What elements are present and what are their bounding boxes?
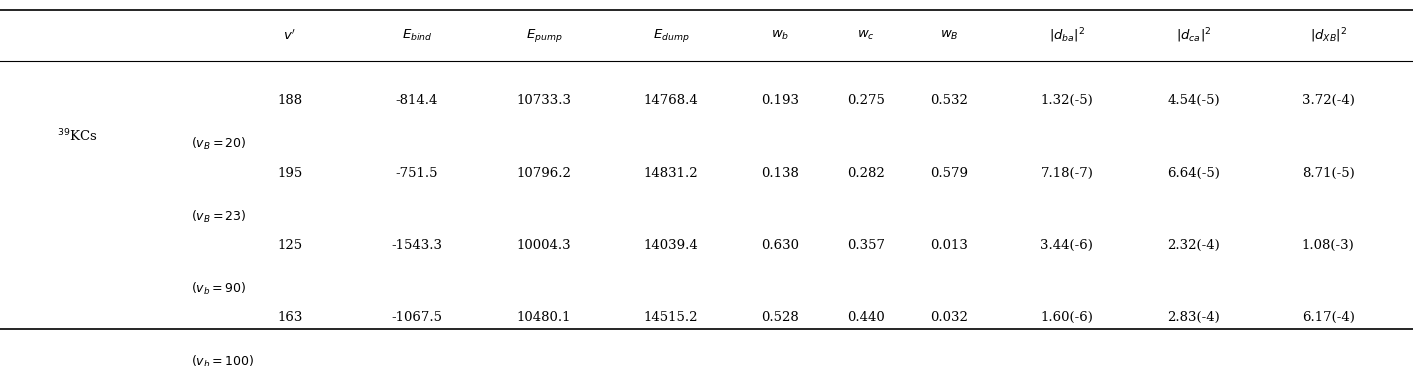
Text: 1.08(-3): 1.08(-3) bbox=[1301, 239, 1355, 252]
Text: 0.357: 0.357 bbox=[848, 239, 885, 252]
Text: 0.138: 0.138 bbox=[762, 167, 798, 180]
Text: $|d_{ba}|^2$: $|d_{ba}|^2$ bbox=[1048, 26, 1085, 45]
Text: 3.72(-4): 3.72(-4) bbox=[1301, 94, 1355, 107]
Text: $(v_b = 90)$: $(v_b = 90)$ bbox=[191, 281, 246, 298]
Text: 6.64(-5): 6.64(-5) bbox=[1167, 167, 1221, 180]
Text: $E_{dump}$: $E_{dump}$ bbox=[653, 27, 690, 44]
Text: 1.60(-6): 1.60(-6) bbox=[1040, 311, 1094, 324]
Text: -814.4: -814.4 bbox=[396, 94, 438, 107]
Text: 10480.1: 10480.1 bbox=[517, 311, 571, 324]
Text: $|d_{ca}|^2$: $|d_{ca}|^2$ bbox=[1176, 26, 1212, 45]
Text: 125: 125 bbox=[277, 239, 302, 252]
Text: $(v_B = 20)$: $(v_B = 20)$ bbox=[191, 136, 246, 152]
Text: -751.5: -751.5 bbox=[396, 167, 438, 180]
Text: 0.032: 0.032 bbox=[931, 311, 968, 324]
Text: 14831.2: 14831.2 bbox=[644, 167, 698, 180]
Text: $w_B$: $w_B$ bbox=[940, 29, 959, 42]
Text: 10733.3: 10733.3 bbox=[517, 94, 571, 107]
Text: 0.532: 0.532 bbox=[931, 94, 968, 107]
Text: 10796.2: 10796.2 bbox=[517, 167, 571, 180]
Text: $w_c$: $w_c$ bbox=[858, 29, 875, 42]
Text: 0.282: 0.282 bbox=[848, 167, 885, 180]
Text: 14515.2: 14515.2 bbox=[644, 311, 698, 324]
Text: 0.275: 0.275 bbox=[848, 94, 885, 107]
Text: 14768.4: 14768.4 bbox=[644, 94, 698, 107]
Text: 1.32(-5): 1.32(-5) bbox=[1040, 94, 1094, 107]
Text: 2.32(-4): 2.32(-4) bbox=[1167, 239, 1221, 252]
Text: $(v_b = 100)$: $(v_b = 100)$ bbox=[191, 354, 254, 366]
Text: 0.193: 0.193 bbox=[762, 94, 798, 107]
Text: 0.440: 0.440 bbox=[848, 311, 885, 324]
Text: $E_{pump}$: $E_{pump}$ bbox=[526, 27, 562, 44]
Text: 195: 195 bbox=[277, 167, 302, 180]
Text: 3.44(-6): 3.44(-6) bbox=[1040, 239, 1094, 252]
Text: 0.579: 0.579 bbox=[931, 167, 968, 180]
Text: 163: 163 bbox=[277, 311, 302, 324]
Text: 6.17(-4): 6.17(-4) bbox=[1301, 311, 1355, 324]
Text: 10004.3: 10004.3 bbox=[517, 239, 571, 252]
Text: 0.630: 0.630 bbox=[762, 239, 798, 252]
Text: -1067.5: -1067.5 bbox=[391, 311, 442, 324]
Text: 8.71(-5): 8.71(-5) bbox=[1301, 167, 1355, 180]
Text: -1543.3: -1543.3 bbox=[391, 239, 442, 252]
Text: 7.18(-7): 7.18(-7) bbox=[1040, 167, 1094, 180]
Text: $|d_{XB}|^2$: $|d_{XB}|^2$ bbox=[1310, 26, 1347, 45]
Text: $^{39}$KCs: $^{39}$KCs bbox=[57, 128, 97, 144]
Text: 188: 188 bbox=[277, 94, 302, 107]
Text: $v'$: $v'$ bbox=[283, 29, 297, 43]
Text: $E_{bind}$: $E_{bind}$ bbox=[401, 28, 432, 43]
Text: $(v_B = 23)$: $(v_B = 23)$ bbox=[191, 209, 246, 225]
Text: 14039.4: 14039.4 bbox=[644, 239, 698, 252]
Text: 0.528: 0.528 bbox=[762, 311, 798, 324]
Text: 4.54(-5): 4.54(-5) bbox=[1167, 94, 1221, 107]
Text: 0.013: 0.013 bbox=[931, 239, 968, 252]
Text: $w_b$: $w_b$ bbox=[771, 29, 788, 42]
Text: 2.83(-4): 2.83(-4) bbox=[1167, 311, 1221, 324]
